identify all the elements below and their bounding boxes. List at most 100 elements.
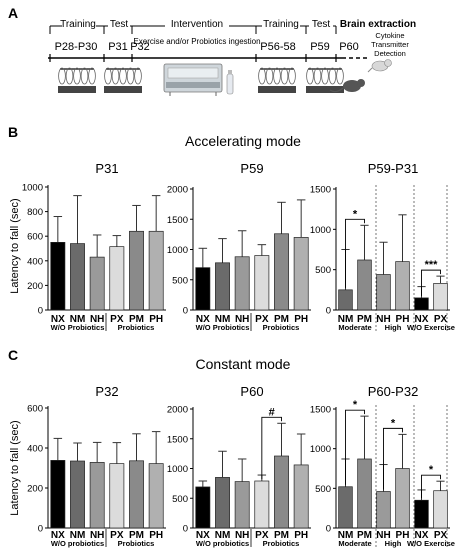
treadmill-illustration xyxy=(163,63,234,96)
x-tick-label: NM xyxy=(338,314,354,325)
bar-nx xyxy=(50,242,66,311)
group-label: Moderate xyxy=(338,323,371,332)
significance-marker: * xyxy=(353,399,358,411)
significance-bracket xyxy=(345,409,365,485)
bar-ph xyxy=(148,463,164,529)
y-tick-label: 200 xyxy=(27,484,43,495)
bar-nm xyxy=(215,477,230,529)
phase-label: Training xyxy=(263,19,299,30)
bar-nx xyxy=(414,297,429,311)
y-tick-label: 2000 xyxy=(167,405,188,416)
panel-a: A Training Test Intervention Training Te… xyxy=(8,5,416,96)
y-tick-label: 1000 xyxy=(22,183,43,194)
group-label: W/O Exercise xyxy=(407,539,455,548)
timepoint: P28-P30 xyxy=(55,41,98,53)
y-tick-label: 1000 xyxy=(310,225,331,236)
bar-ph xyxy=(395,468,410,529)
y-tick-label: 1000 xyxy=(310,444,331,455)
group-label: W/O Probiotics xyxy=(51,323,105,332)
x-tick-label: PM xyxy=(274,314,289,325)
chart-p60: P60 0 500 1000 1500 2000 NX NM NH PX PM PH W/O probi… xyxy=(167,384,311,548)
x-tick-label: NX xyxy=(415,314,429,325)
group-label: Probiotics xyxy=(263,323,300,332)
extraction-details: Cytokine Transmitter Detection xyxy=(371,31,409,58)
x-tick-label: PX xyxy=(255,530,269,541)
timepoint: P56-58 xyxy=(260,41,295,53)
group-label: W/O probiotics xyxy=(51,539,104,548)
bar-ph xyxy=(395,261,410,311)
x-tick-label: NH xyxy=(235,314,249,325)
group-label: W/O probiotics xyxy=(196,539,249,548)
bar-nm xyxy=(70,243,85,311)
y-tick-label: 600 xyxy=(27,404,43,415)
x-tick-label: PH xyxy=(149,530,163,541)
significance-bracket xyxy=(383,427,403,490)
x-tick-label: NX xyxy=(196,314,210,325)
y-tick-label: 400 xyxy=(27,256,43,267)
significance-bracket xyxy=(345,218,365,288)
bar-px xyxy=(254,255,270,311)
panel-b: B Accelerating mode Latency to fall (sec… xyxy=(8,124,301,294)
y-tick-label: 1500 xyxy=(167,434,188,445)
significance-marker: # xyxy=(269,406,275,418)
x-tick-label: PX xyxy=(434,530,448,541)
chart-title: P60-P32 xyxy=(368,384,419,399)
phase-label: Training xyxy=(60,19,96,30)
x-tick-label: PM xyxy=(357,314,372,325)
intervention-note: Exercise and/or Probiotics ingestion xyxy=(133,37,260,46)
chart-title: P59 xyxy=(240,161,263,176)
y-axis-label: Latency to fall (sec) xyxy=(9,420,21,515)
group-label: High xyxy=(385,323,402,332)
y-tick-label: 1000 xyxy=(167,245,188,256)
group-label: W/O Probiotics xyxy=(196,323,250,332)
y-tick-label: 0 xyxy=(38,306,43,317)
chart-title: P60 xyxy=(240,384,263,399)
bar-px xyxy=(109,246,125,311)
phase-labels: Training Test Intervention Training Test… xyxy=(60,19,416,31)
chart-p59-p31: P59-P31 0 500 1000 1500 NM PM NH PH NX PX Moderate H… xyxy=(310,161,455,332)
x-tick-label: NH xyxy=(235,530,249,541)
panel-b-letter: B xyxy=(8,124,18,140)
x-tick-label: PM xyxy=(129,530,144,541)
panel-b-title: Accelerating mode xyxy=(185,133,301,149)
chart-title: P31 xyxy=(95,161,118,176)
y-tick-label: 800 xyxy=(27,207,43,218)
x-tick-label: PX xyxy=(434,314,448,325)
y-tick-label: 600 xyxy=(27,232,43,243)
group-label: Moderate xyxy=(338,539,371,548)
bar-nm xyxy=(215,262,230,311)
bar-px xyxy=(109,463,125,529)
bar-ph xyxy=(293,464,309,529)
bar-nm xyxy=(338,289,353,311)
y-tick-label: 0 xyxy=(326,306,331,317)
bar-px xyxy=(254,480,270,529)
bar-nh xyxy=(376,491,391,529)
y-tick-label: 500 xyxy=(172,275,188,286)
bar-nh xyxy=(376,274,391,311)
x-tick-label: PX xyxy=(110,314,124,325)
panel-c: C Constant mode Latency to fall (sec) xyxy=(8,347,291,516)
bar-pm xyxy=(357,458,372,529)
panel-c-letter: C xyxy=(8,347,18,363)
y-tick-label: 0 xyxy=(183,306,188,317)
timepoint-labels: P28-P30 P31 P32 P56-58 P59 P60 xyxy=(55,41,359,53)
x-tick-label: PM xyxy=(357,530,372,541)
timepoint: P32 xyxy=(130,41,150,53)
y-tick-label: 0 xyxy=(183,524,188,535)
bar-nh xyxy=(89,462,105,529)
significance-bracket xyxy=(421,269,441,296)
group-label: Probiotics xyxy=(263,539,300,548)
x-tick-label: NM xyxy=(215,530,231,541)
y-tick-label: 1500 xyxy=(310,405,331,416)
svg-text:Transmitter: Transmitter xyxy=(371,40,409,49)
x-tick-label: PH xyxy=(294,530,308,541)
x-tick-label: PH xyxy=(149,314,163,325)
y-tick-label: 2000 xyxy=(167,185,188,196)
bar-pm xyxy=(129,230,144,311)
rotarod-illustrations xyxy=(58,67,344,93)
chart-p32: P32 0 200 400 600 NX NM NH PX PM PH W/O probiotics P… xyxy=(27,384,166,548)
y-tick-label: 0 xyxy=(38,524,43,535)
bar-pm xyxy=(274,233,289,311)
y-tick-label: 500 xyxy=(315,484,331,495)
chart-title: P59-P31 xyxy=(368,161,419,176)
